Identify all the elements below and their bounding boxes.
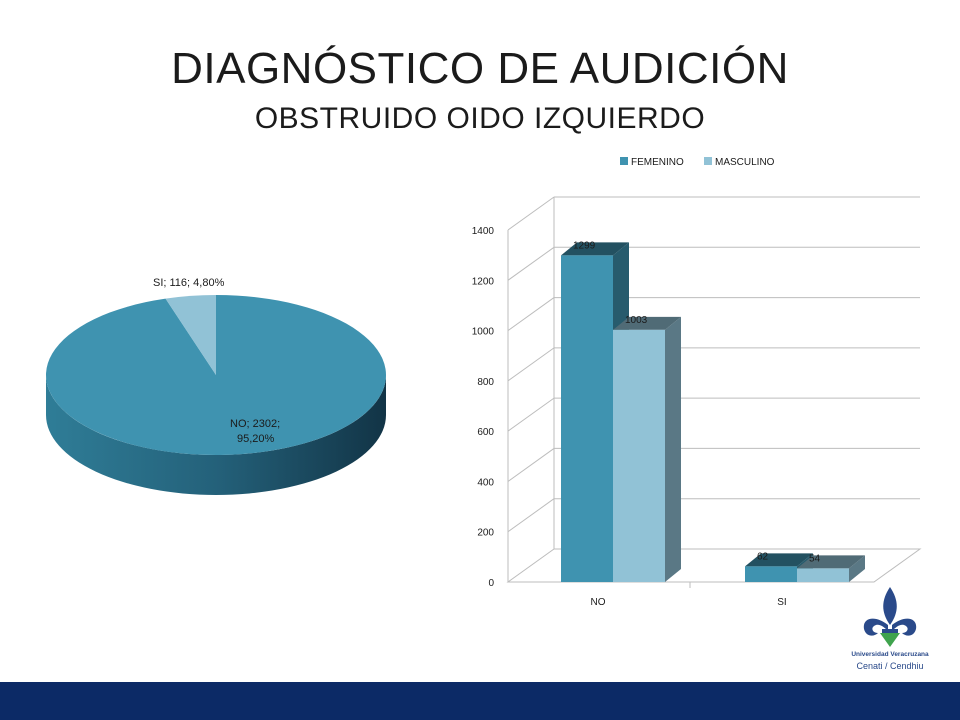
- y-tick-label: 600: [477, 427, 494, 438]
- legend-swatch-femenino: [620, 157, 628, 165]
- pie-side-wall: [46, 375, 386, 495]
- y-tick-label: 800: [477, 377, 494, 388]
- logo-text-university: Universidad Veracruzana: [851, 651, 929, 658]
- bar-top: [561, 242, 629, 256]
- pie-label-si: SI; 116; 4,80%: [153, 277, 225, 289]
- gridline-side: [507, 347, 555, 382]
- legend-label-femenino: FEMENINO: [631, 157, 684, 168]
- bar-value-label: 1003: [625, 315, 648, 326]
- fleur-de-lis-icon: [863, 587, 917, 647]
- bar-chart: FEMENINO MASCULINO 0 200 400 600 800 1000 1200…: [472, 157, 922, 608]
- pie-slice-no: [45, 295, 386, 456]
- bar-side: [665, 316, 681, 582]
- gridline-side: [507, 448, 555, 482]
- pie-label-no-line2: 95,20%: [237, 433, 275, 445]
- data-labels: 1299 1003 62 54: [573, 240, 821, 564]
- y-tick-label: 1200: [472, 276, 495, 287]
- pie-slice-si: [165, 295, 216, 375]
- y-tick-label: 0: [488, 578, 494, 589]
- gridline-side: [507, 196, 555, 231]
- gridline-side: [507, 297, 555, 331]
- x-tick-si: SI: [777, 597, 786, 608]
- slide-title: DIAGNÓSTICO DE AUDICIÓN: [171, 44, 789, 93]
- bar-value-label: 1299: [573, 240, 596, 251]
- bar-masculino-si: [797, 568, 849, 582]
- bar-value-label: 62: [757, 551, 769, 562]
- slide-subtitle: OBSTRUIDO OIDO IZQUIERDO: [254, 102, 706, 135]
- y-tick-label: 1400: [472, 226, 495, 237]
- legend-label-masculino: MASCULINO: [715, 157, 775, 168]
- footer-bar: [0, 682, 960, 720]
- y-tick-label: 200: [477, 528, 494, 539]
- bar-top: [613, 316, 681, 330]
- logo-text-cenati: Cenati / Cendhiu: [856, 661, 924, 671]
- gridline-side: [507, 498, 555, 533]
- bar-top: [797, 555, 865, 569]
- gridline-side: [507, 397, 555, 432]
- bar-femenino-si: [745, 566, 797, 582]
- pie-chart: SI; 116; 4,80% NO; 2302; 95,20%: [45, 277, 386, 495]
- y-tick-label: 1000: [472, 327, 495, 338]
- university-logo: Universidad Veracruzana Cenati / Cendhiu: [842, 585, 938, 685]
- legend: FEMENINO MASCULINO: [620, 157, 775, 168]
- bar-side: [849, 555, 865, 582]
- legend-swatch-masculino: [704, 157, 712, 165]
- y-tick-label: 400: [477, 477, 494, 488]
- x-tick-no: NO: [591, 597, 606, 608]
- bar-masculino-no: [613, 329, 665, 582]
- bars: [561, 242, 865, 582]
- bar-top: [745, 553, 813, 567]
- charts-canvas: SI; 116; 4,80% NO; 2302; 95,20% FEMENINO…: [45, 157, 922, 608]
- gridline-side: [507, 246, 555, 281]
- bar-femenino-no: [561, 255, 613, 582]
- bar-value-label: 54: [809, 553, 821, 564]
- pie-label-no-line1: NO; 2302;: [230, 418, 280, 430]
- y-axis-ticks: 0 200 400 600 800 1000 1200 1400: [472, 226, 495, 589]
